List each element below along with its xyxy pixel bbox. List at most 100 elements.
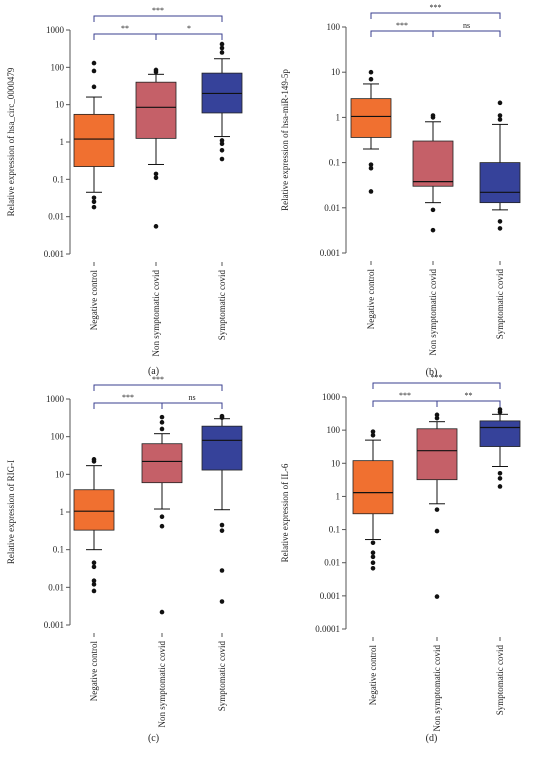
bracket-line <box>432 30 501 37</box>
box-body <box>135 81 177 139</box>
y-tick-label: 10 <box>331 458 341 468</box>
y-axis-label: Relative expression of hsa_circ_0000479 <box>6 67 16 216</box>
box-1 <box>135 67 177 229</box>
significance-label: *** <box>122 393 134 402</box>
outlier-point <box>219 522 225 528</box>
significance-label: *** <box>399 391 411 400</box>
outlier-point <box>370 560 376 566</box>
outlier-point <box>434 594 440 599</box>
significance-label: *** <box>431 373 443 382</box>
outlier-point <box>219 413 225 419</box>
bracket-line <box>155 33 223 40</box>
outlier-point <box>159 609 165 615</box>
y-tick-label: 1000 <box>46 25 65 35</box>
outlier-point <box>219 147 225 153</box>
outlier-point <box>430 227 436 233</box>
box-0 <box>350 69 392 194</box>
y-tick-label: 0.01 <box>324 558 340 568</box>
box-body <box>350 98 392 138</box>
outlier-point <box>434 528 440 534</box>
outlier-point <box>219 138 225 143</box>
bracket-line <box>370 30 434 37</box>
box-1 <box>416 412 458 599</box>
bracket-line <box>372 382 501 389</box>
y-tick-label: 0.01 <box>48 212 64 222</box>
box-0 <box>352 429 394 571</box>
y-tick-label: 0.01 <box>48 582 64 592</box>
y-tick-label: 10 <box>55 100 65 110</box>
significance-bracket: ** <box>93 24 157 40</box>
significance-bracket: *** <box>93 393 163 409</box>
outlier-point <box>368 162 374 167</box>
significance-label: ** <box>465 391 473 400</box>
outlier-point <box>159 420 165 425</box>
outlier-point <box>91 195 97 201</box>
outlier-point <box>370 554 376 560</box>
outlier-point <box>91 199 97 205</box>
bracket-line <box>93 15 223 22</box>
outlier-point <box>434 412 440 418</box>
outlier-point <box>159 523 165 529</box>
outlier-point <box>497 100 503 106</box>
box-2 <box>479 100 521 231</box>
box-1 <box>141 414 183 615</box>
significance-bracket: * <box>155 24 223 40</box>
y-tick-label: 100 <box>327 22 341 32</box>
box-body <box>201 425 243 471</box>
y-tick-label: 0.1 <box>53 545 64 555</box>
panel-label: (d) <box>426 733 438 744</box>
chart-panel-a: 0.001 0.01 0.1 1 10 100 1000 Relative expressio… <box>6 6 243 377</box>
x-tick-label: Non symptomatic covid <box>151 270 161 357</box>
significance-label: *** <box>152 375 164 384</box>
y-axis-label: Relative expression of RIG-I <box>6 460 16 564</box>
outlier-point <box>497 476 503 481</box>
box-body <box>141 443 183 484</box>
y-tick-label: 1 <box>336 491 341 501</box>
box-body <box>479 162 521 204</box>
significance-label: ** <box>121 24 129 33</box>
bracket-line <box>93 402 163 409</box>
outlier-point <box>434 507 440 512</box>
y-axis-label: Relative expression of IL-6 <box>280 463 290 562</box>
panel-label: (b) <box>426 367 438 378</box>
outlier-point <box>219 41 225 47</box>
y-tick-label: 1000 <box>46 394 65 404</box>
box-body <box>416 428 458 481</box>
outlier-point <box>153 171 159 177</box>
box-0 <box>73 60 115 210</box>
outlier-point <box>91 68 97 74</box>
chart-panel-b: 0.001 0.01 0.1 1 10 100 Relative expression of… <box>280 3 521 378</box>
outlier-point <box>91 578 97 584</box>
outlier-point <box>219 156 225 162</box>
bracket-line <box>161 402 223 409</box>
significance-bracket: *** <box>93 375 223 391</box>
outlier-point <box>368 189 374 194</box>
outlier-point <box>497 113 503 118</box>
x-tick-label: Non symptomatic covid <box>428 269 438 356</box>
outlier-point <box>497 219 503 224</box>
box-2 <box>479 407 521 489</box>
x-tick-label: Symptomatic covid <box>217 270 227 341</box>
bracket-line <box>370 12 501 19</box>
outlier-point <box>370 565 376 571</box>
significance-bracket: ns <box>161 393 223 409</box>
chart-panel-d: 0.0001 0.001 0.01 0.1 1 10 100 1000 Relative exp… <box>280 373 521 744</box>
significance-bracket: ns <box>432 21 501 37</box>
chart-panel-c: 0.001 0.01 0.1 1 10 100 1000 Relative expressio… <box>6 375 243 744</box>
significance-bracket: *** <box>372 373 501 389</box>
outlier-point <box>159 426 165 432</box>
outlier-point <box>91 204 97 210</box>
box-2 <box>201 413 243 604</box>
significance-bracket: ** <box>436 391 501 407</box>
y-tick-label: 100 <box>327 425 341 435</box>
significance-label: * <box>187 24 191 33</box>
outlier-point <box>153 67 159 73</box>
outlier-point <box>370 540 376 546</box>
box-1 <box>412 113 454 233</box>
bracket-line <box>436 400 501 407</box>
outlier-point <box>497 226 503 231</box>
bracket-line <box>372 400 438 407</box>
box-0 <box>73 457 115 594</box>
outlier-point <box>219 599 225 604</box>
